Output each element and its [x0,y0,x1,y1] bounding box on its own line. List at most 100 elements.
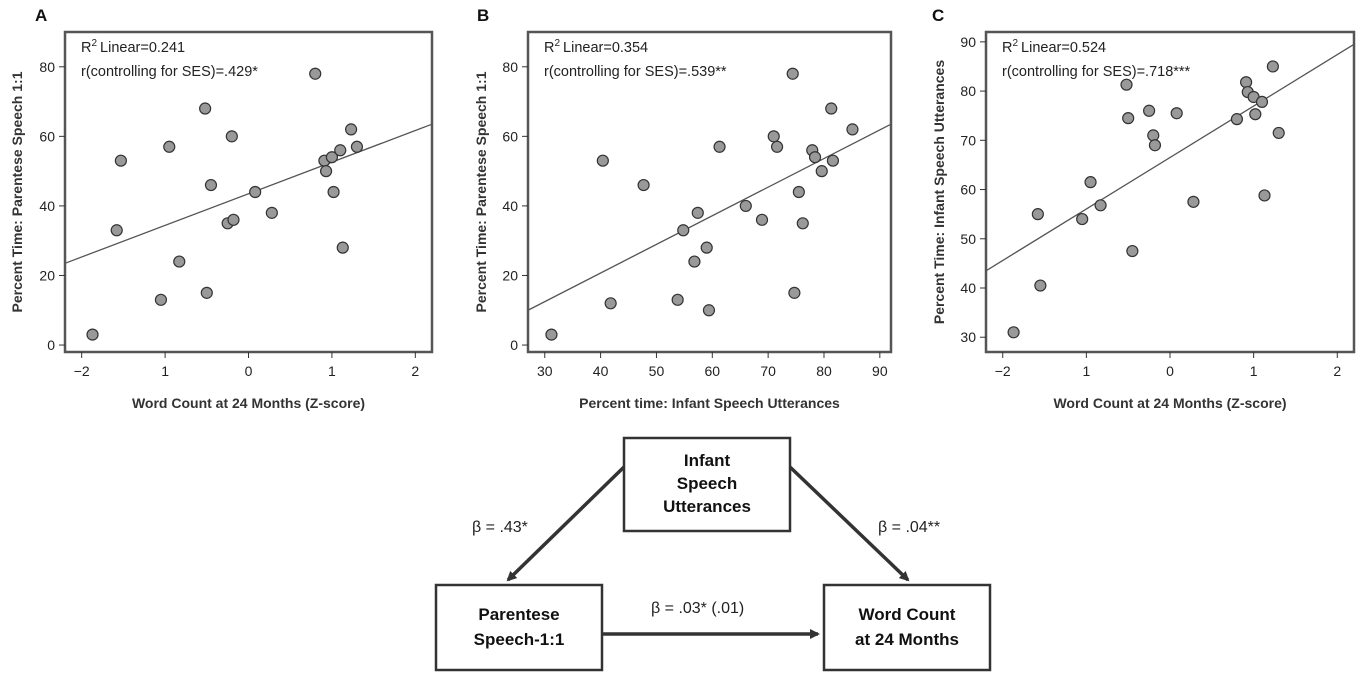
data-point [637,178,650,192]
y-tick-label: 20 [39,267,55,283]
data-point [200,286,213,299]
arrow-mediator-to-predictor [506,465,626,582]
data-point [846,123,859,136]
data-point [767,130,780,143]
data-point [86,328,99,341]
data-point [1122,112,1135,125]
data-point [1007,326,1020,339]
data-point [1266,60,1279,73]
predictor-line-1: Parentese [478,605,559,624]
data-point [826,154,840,167]
mediator-line-2: Speech [677,474,737,493]
plot-frame-a [63,30,434,354]
data-point [265,206,278,219]
predictor-line-2: Speech-1:1 [474,630,565,649]
y-tick-label: 80 [502,59,518,75]
data-point [825,102,838,115]
data-point [808,151,822,164]
data-point [114,154,127,167]
data-point [677,224,690,237]
data-point [199,102,212,115]
x-tick-label: −2 [74,363,90,379]
data-point [249,185,262,199]
data-point [334,144,347,157]
plot-frame-c [984,30,1356,354]
data-point [1240,76,1253,89]
y-tick-label: 60 [960,182,976,198]
data-point [671,293,684,306]
data-point [755,213,769,226]
y-tick-label: 80 [960,83,976,99]
data-point [739,199,752,213]
data-point [792,185,805,199]
data-point [1230,113,1244,126]
mediation-diagram: Infant Speech Utterances Parentese Speec… [434,436,992,672]
data-point [1147,129,1160,142]
data-point [604,297,617,310]
data-point [325,151,339,164]
data-point [796,217,809,230]
mediator-line-3: Utterances [663,497,751,516]
x-tick-label: 90 [872,363,888,379]
y-axis-title-a: Percent Time: Parentese Speech 1:1 [9,71,25,312]
y-tick-label: 60 [502,128,518,144]
partial-r-annotation-a: r(controlling for SES)=.429* [81,64,258,80]
data-point [713,140,726,153]
x-tick-label: 80 [816,363,832,379]
data-point [1148,139,1162,152]
data-point [786,67,799,80]
data-point [770,140,784,153]
plot-frame-b [526,30,893,354]
x-tick-label: 70 [760,363,776,379]
outcome-box [822,583,992,672]
data-point [1076,212,1089,226]
arrow-mediator-to-outcome [788,465,910,582]
beta-right-path: β = .04** [878,519,940,536]
y-axis-title-c: Percent Time: Infant Speech Utterances [931,60,947,324]
y-tick-label: 20 [502,267,518,283]
data-point [163,140,176,153]
x-tick-label: 1 [1250,363,1258,379]
outcome-line-2: at 24 Months [855,630,959,649]
outcome-line-1: Word Count [859,605,956,624]
data-point [596,154,609,167]
x-tick-label: 2 [411,363,419,379]
r-squared-annotation-a: R2 Linear=0.241 [81,38,185,56]
y-tick-label: 70 [960,132,976,148]
data-point [1187,195,1200,208]
x-tick-label: 1 [1082,363,1090,379]
r-squared-annotation-c: R2 Linear=0.524 [1002,38,1106,56]
data-point [225,130,238,143]
predictor-box [434,583,604,672]
regression-line-b [527,123,892,311]
y-axis-title-b: Percent Time: Parentese Speech 1:1 [473,71,489,312]
x-tick-label: 40 [593,363,609,379]
data-point [173,255,186,268]
data-point [1031,208,1044,221]
panel-letter-c: C [932,6,944,25]
data-point [1255,95,1269,109]
data-point [1272,126,1285,140]
partial-r-annotation-c: r(controlling for SES)=.718*** [1002,64,1191,80]
x-tick-label: 0 [245,363,253,379]
data-point [344,123,358,136]
data-point [1084,176,1097,189]
data-point [1170,107,1183,120]
data-point [154,293,168,306]
r-squared-annotation-b: R2 Linear=0.354 [544,38,648,56]
y-tick-label: 90 [960,34,976,50]
y-tick-label: 0 [510,337,518,353]
mediator-box [622,436,792,533]
beta-direct-path: β = .03* (.01) [651,600,744,617]
y-tick-label: 50 [960,231,976,247]
y-tick-label: 40 [502,198,518,214]
regression-line-c [985,43,1355,272]
data-point [545,328,558,341]
x-tick-label: 50 [649,363,665,379]
data-point [350,140,364,153]
data-point [204,178,218,192]
data-point [1120,78,1133,91]
data-point [336,241,349,254]
data-point [319,165,333,178]
x-axis-title-c: Word Count at 24 Months (Z-score) [1053,395,1286,411]
